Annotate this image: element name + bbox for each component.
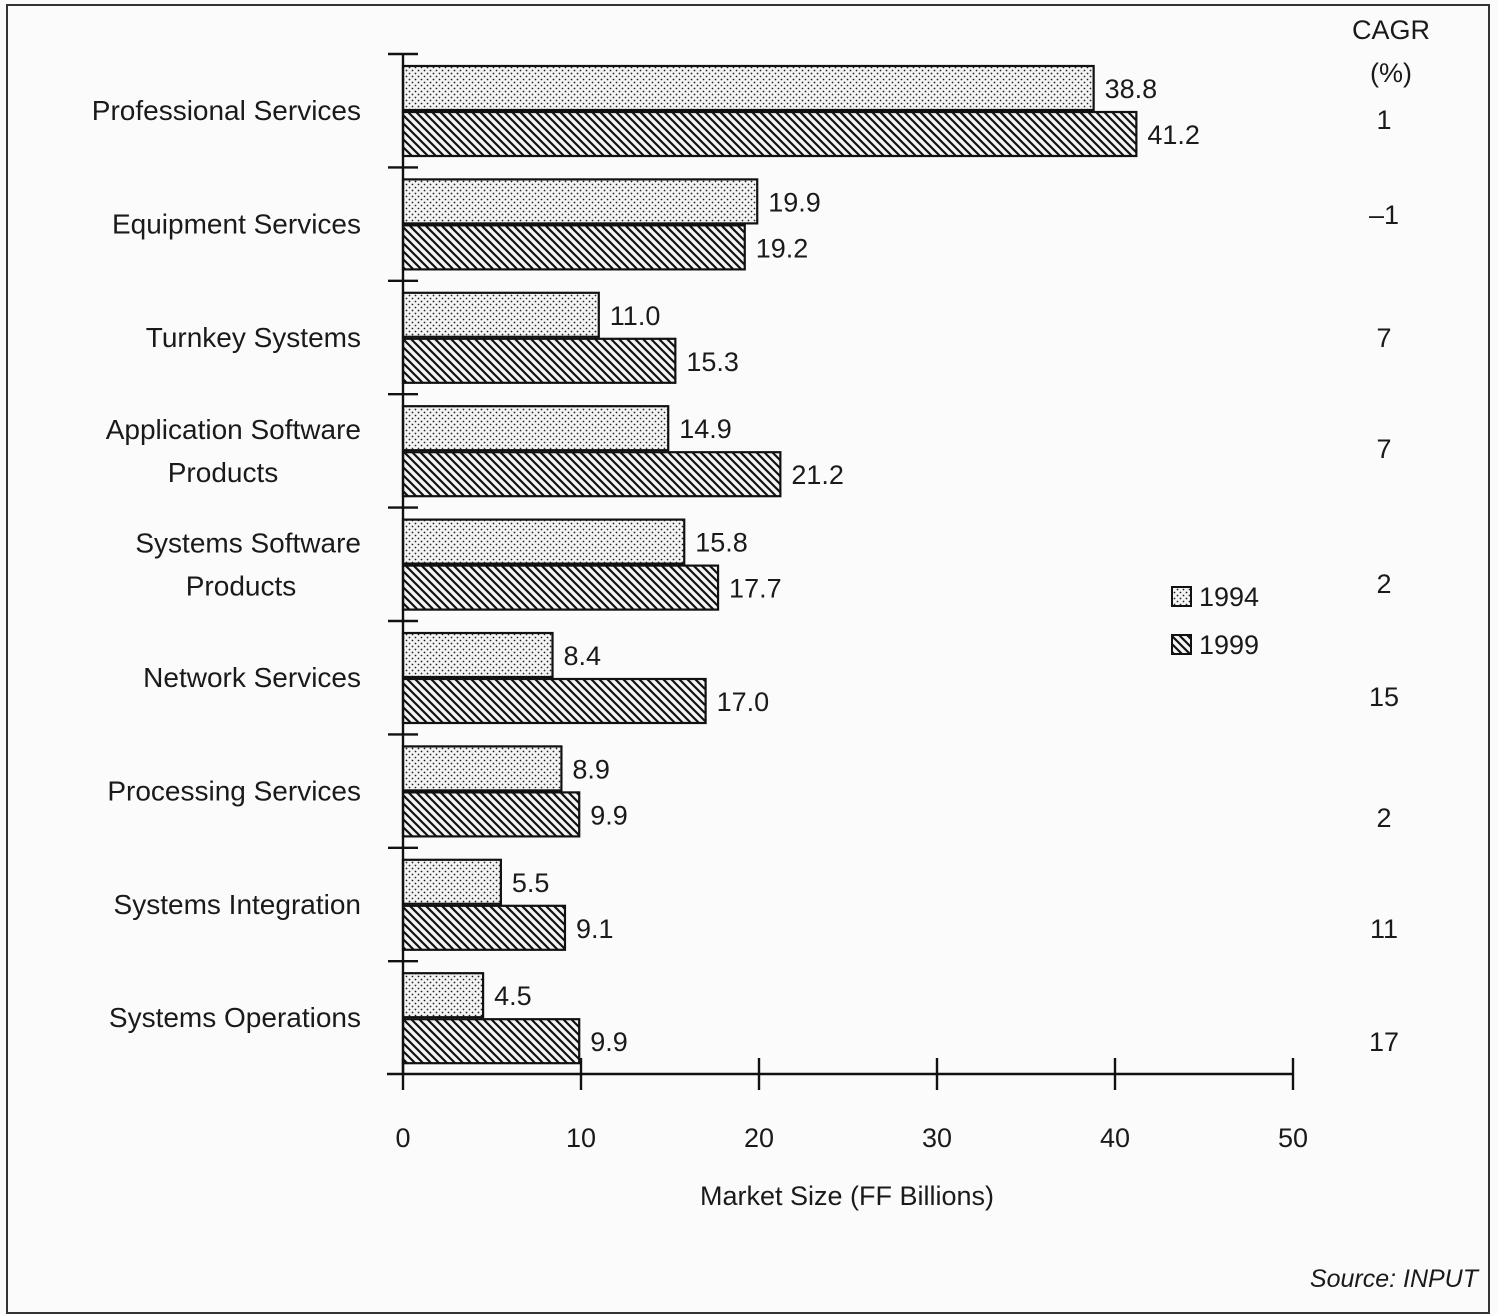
x-tick-label: 40 (1100, 1123, 1130, 1153)
bar-1994 (401, 64, 1095, 112)
bar-value-label: 15.3 (686, 347, 739, 377)
legend-label: 1994 (1199, 582, 1259, 612)
bar-1999 (401, 904, 567, 951)
category-label: Network Services (143, 662, 361, 693)
bar-1999 (401, 791, 581, 838)
bar-value-label: 8.4 (564, 641, 602, 671)
bar-1994 (401, 291, 600, 338)
bar-1994 (401, 518, 686, 565)
cagr-header: CAGR (1352, 15, 1430, 45)
bar-1999 (401, 224, 746, 271)
category-label: Systems Operations (109, 1002, 361, 1033)
legend-swatch-1999 (1171, 634, 1192, 655)
category-label-line1: Systems Software (135, 528, 361, 559)
bar-value-label: 21.2 (791, 460, 844, 490)
bar-1999 (401, 677, 707, 725)
bar-value-label: 17.0 (717, 687, 770, 717)
legend-label: 1999 (1199, 630, 1259, 660)
x-axis-title: Market Size (FF Billions) (700, 1181, 994, 1211)
bar-value-label: 8.9 (572, 754, 610, 784)
bar-value-label: 17.7 (729, 574, 782, 604)
cagr-header-unit: (%) (1370, 58, 1412, 88)
cagr-value: 7 (1376, 323, 1391, 353)
cagr-value: –1 (1369, 200, 1399, 230)
bar-value-label: 11.0 (610, 301, 661, 331)
bar-1994 (401, 178, 759, 225)
bar-1999 (401, 564, 720, 611)
bar-value-label: 14.9 (679, 414, 732, 444)
bar-1999 (401, 451, 782, 498)
category-label-line2: Products (168, 457, 279, 488)
cagr-value: 2 (1376, 569, 1391, 599)
cagr-value: 15 (1369, 682, 1399, 712)
category-label: Equipment Services (112, 208, 361, 239)
x-tick-label: 0 (395, 1123, 410, 1153)
category-label-line2: Products (186, 571, 297, 602)
bars-group (401, 64, 1138, 1065)
bar-value-label: 19.2 (756, 233, 809, 263)
cagr-value: 17 (1369, 1027, 1399, 1057)
category-label-line1: Application Software (106, 414, 361, 445)
axes-group (387, 52, 1295, 1090)
cagr-value: 2 (1376, 803, 1391, 833)
bar-1994 (401, 405, 670, 452)
bar-1994 (401, 745, 563, 792)
cagr-value: 11 (1370, 914, 1398, 944)
x-tick-label: 50 (1278, 1123, 1308, 1153)
x-tick-label: 10 (566, 1123, 596, 1153)
category-label: Systems Integration (114, 889, 361, 920)
legend-swatch-1994 (1171, 586, 1192, 607)
cagr-value: 7 (1376, 434, 1391, 464)
bar-value-label: 41.2 (1147, 120, 1200, 150)
bar-value-label: 9.9 (590, 1027, 628, 1057)
category-label: Processing Services (107, 775, 361, 806)
bar-value-label: 9.9 (590, 800, 628, 830)
bar-1994 (401, 972, 485, 1019)
bar-1999 (401, 337, 677, 384)
bar-1999 (401, 110, 1138, 158)
cagr-value: 1 (1376, 105, 1391, 135)
source-note: Source: INPUT (1310, 1265, 1480, 1293)
x-tick-label: 30 (922, 1123, 952, 1153)
bar-value-label: 38.8 (1105, 74, 1158, 104)
bar-value-label: 5.5 (512, 868, 550, 898)
category-label: Turnkey Systems (146, 322, 361, 353)
bar-1994 (401, 858, 503, 905)
bar-1999 (401, 1018, 581, 1065)
bar-value-label: 4.5 (494, 981, 532, 1011)
x-tick-label: 20 (744, 1123, 774, 1153)
bar-value-label: 19.9 (768, 187, 821, 217)
bar-1994 (401, 631, 554, 679)
category-label: Professional Services (92, 95, 361, 126)
bar-value-label: 15.8 (695, 528, 748, 558)
bar-value-label: 9.1 (576, 914, 614, 944)
